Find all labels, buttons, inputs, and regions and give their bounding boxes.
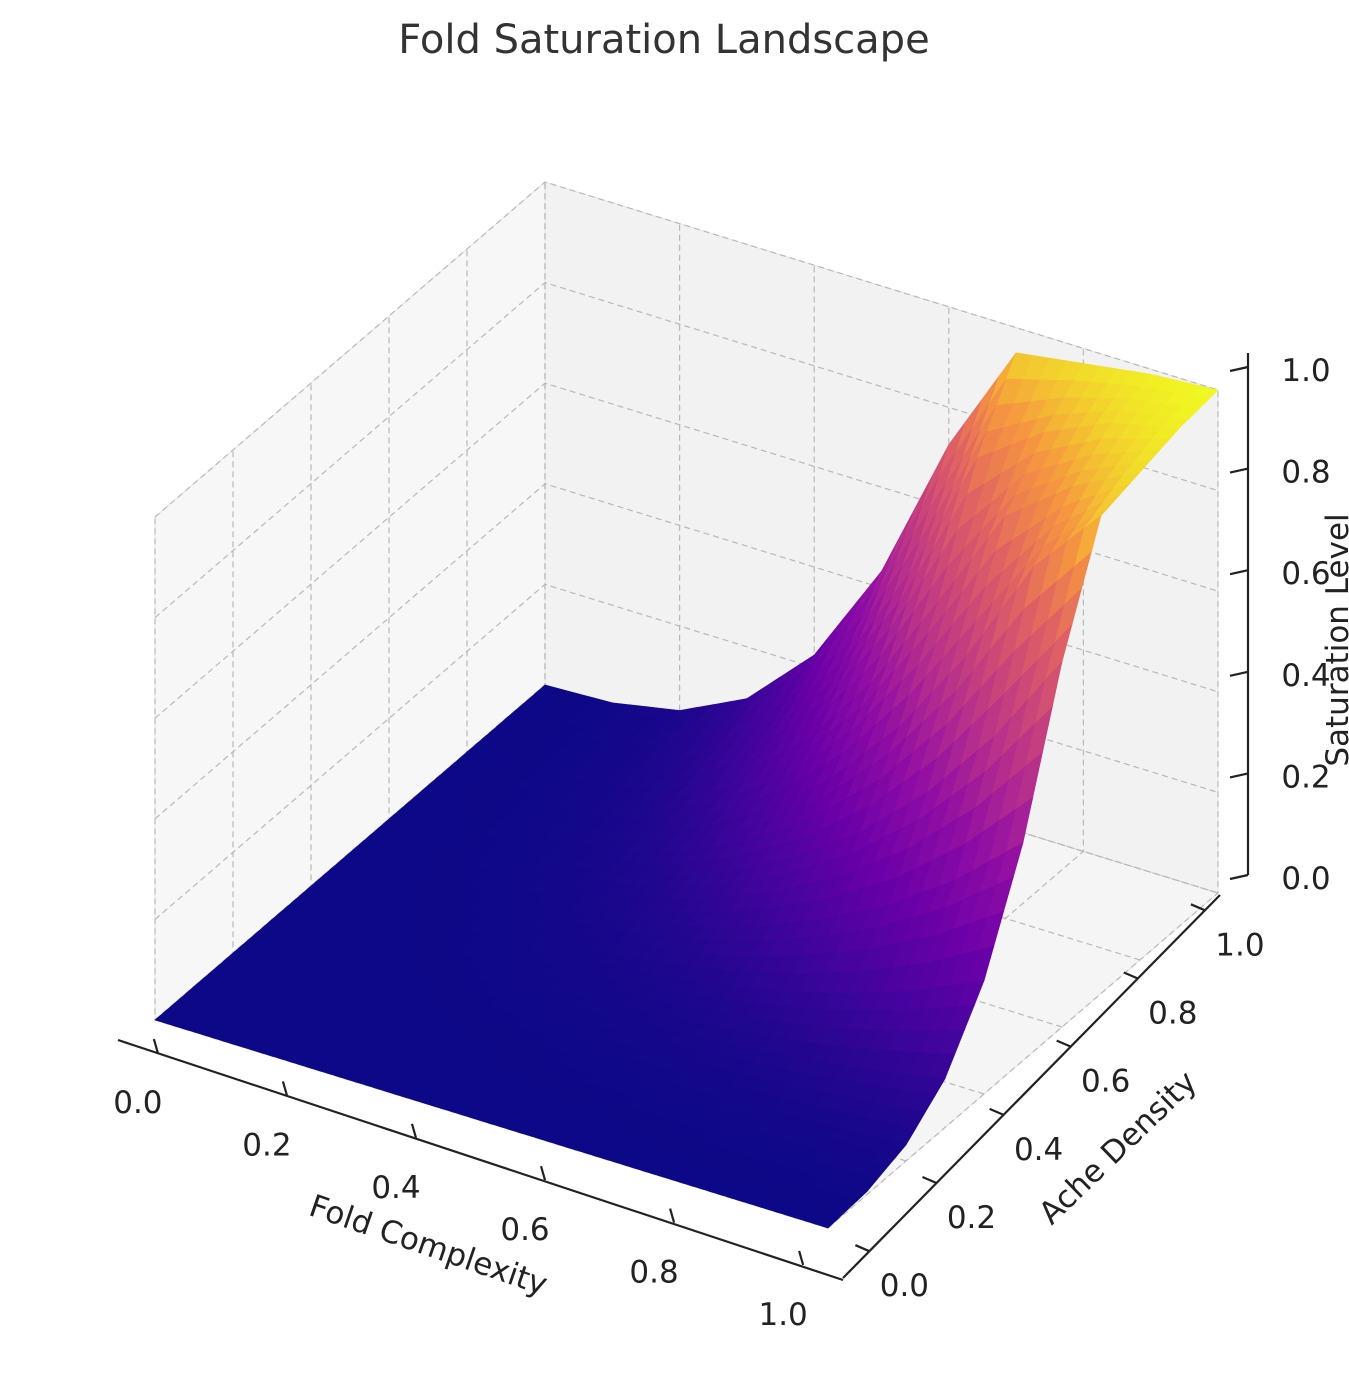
surface-mesh (154, 352, 1219, 1229)
x-tick-mark (539, 1165, 547, 1181)
z-tick-mark (1229, 569, 1249, 576)
z-tick-mark (1229, 670, 1249, 677)
y-tick-label: 0.0 (880, 1268, 929, 1304)
y-tick-label: 0.4 (1014, 1132, 1063, 1168)
x-tick-label: 0.8 (629, 1255, 678, 1291)
axes (117, 353, 1250, 1282)
x-tick-mark (669, 1208, 676, 1223)
y-tick-mark (854, 1244, 870, 1253)
z-tick-label: 0.2 (1281, 759, 1330, 795)
x-tick-label: 0.6 (500, 1212, 549, 1248)
z-tick-label: 0.8 (1281, 455, 1330, 491)
z-tick-mark (1229, 365, 1249, 373)
x-tick-label: 1.0 (758, 1297, 807, 1333)
x-axis-line (117, 1038, 844, 1282)
x-tick-mark (798, 1250, 805, 1266)
z-tick-label: 0.4 (1281, 658, 1330, 694)
x-tick-label: 0.2 (242, 1127, 291, 1163)
chart-title: Fold Saturation Landscape (398, 17, 929, 63)
y-tick-mark (1190, 903, 1206, 912)
y-tick-mark (922, 1176, 937, 1185)
z-tick-mark (1229, 772, 1249, 779)
y-tick-label: 0.2 (947, 1200, 996, 1236)
x-tick-mark (410, 1123, 418, 1139)
y-tick-mark (989, 1107, 1005, 1116)
y-tick-mark (1056, 1039, 1072, 1048)
z-tick-label: 0.0 (1281, 861, 1330, 897)
y-tick-label: 0.8 (1148, 995, 1197, 1031)
y-tick-mark (1123, 971, 1139, 980)
z-tick-label: 0.6 (1281, 556, 1330, 592)
y-axis-line (842, 894, 1221, 1279)
y-tick-label: 1.0 (1215, 927, 1264, 963)
z-axis-label: Saturation Level (1320, 513, 1349, 766)
x-tick-label: 0.4 (371, 1170, 420, 1206)
z-tick-mark (1229, 873, 1249, 881)
x-tick-mark (152, 1038, 159, 1054)
y-tick-label: 0.6 (1081, 1064, 1130, 1100)
z-tick-label: 1.0 (1281, 353, 1330, 389)
z-tick-mark (1229, 467, 1249, 474)
surface-cell (810, 1213, 839, 1229)
x-tick-label: 0.0 (113, 1085, 162, 1121)
gridline-z (154, 181, 1219, 518)
x-tick-mark (281, 1081, 288, 1096)
tick-labels: 0.0 0.0 0.0 0.2 0.2 0.2 0.4 0.4 0.4 0.6 0.6 0.6 0.8 0… (113, 353, 1330, 1333)
